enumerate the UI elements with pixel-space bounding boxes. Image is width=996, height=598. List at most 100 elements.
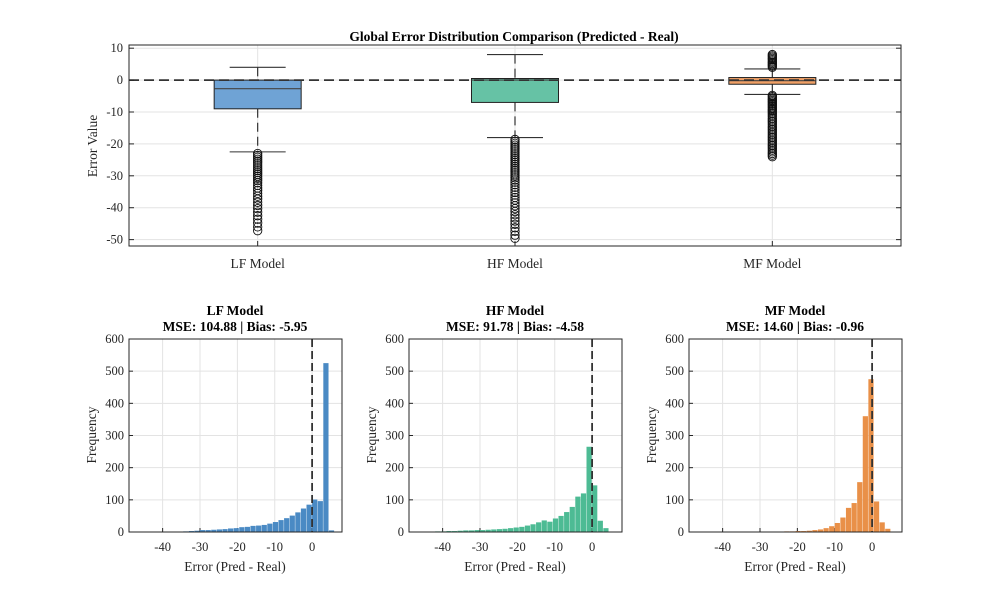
boxplot-outlier-point [510,173,520,183]
hist-lf-bar [200,530,206,532]
hist-lf-bar [205,530,211,532]
boxplot-x-tick-label: LF Model [230,256,285,271]
hist-lf-bar [323,363,329,532]
hist-hf-subtitle: MSE: 91.78 | Bias: -4.58 [446,319,584,334]
hist-mf-bar [829,526,835,532]
hist-hf-bar [575,496,581,532]
hist-lf-bar [278,520,284,532]
boxplot-outlier-point [253,194,263,204]
hist-mf-bar [851,503,857,532]
boxplot-box [471,78,559,103]
hist-lf-bar [295,512,301,532]
hist-hf-axes-frame [408,338,623,533]
hist-lf-bar [306,504,312,532]
hist-mf-bar [857,482,863,532]
hist-mf-bar [806,530,812,532]
boxplot-y-tick-label: -50 [106,233,123,247]
hist-hf-bar [463,530,469,532]
hist-hf-x-tick-label: -40 [434,540,451,554]
boxplot-outlier-point [253,207,263,217]
hist-hf-bar [564,512,570,532]
boxplot-outlier-point [510,177,520,187]
hist-mf-y-tick-label: 300 [665,429,684,443]
hist-lf-bar [233,528,239,532]
hist-mf-y-tick-label: 600 [665,332,684,346]
hist-lf-x-tick-label: 0 [309,540,315,554]
hist-lf-bar [239,527,245,532]
boxplot-outlier-point [510,182,520,192]
boxplot-x-tick-label: MF Model [743,256,801,271]
hist-lf-bar [216,529,223,532]
hist-lf-x-tick-label: -40 [154,540,171,554]
hist-lf-x-label: Error (Pred - Real) [184,559,286,574]
hist-hf-y-tick-label: 400 [385,396,404,410]
boxplot-x-ticks: LF Model HF Model MF Model [230,241,802,271]
hist-hf-bar [468,530,474,532]
histogram-panel-hf: HF Model MSE: 91.78 | Bias: -4.58 Error … [364,303,623,574]
boxplot-y-tick-label: 10 [111,41,124,55]
hist-hf-y-tick-label: 100 [385,493,404,507]
hist-mf-axes-frame [688,338,903,533]
hist-lf-bar [289,515,295,532]
boxplot-y-tick-label: -10 [106,105,123,119]
hist-mf-subtitle: MSE: 14.60 | Bias: -0.96 [726,319,864,334]
hist-lf-y-tick-label: 300 [105,429,124,443]
hist-lf-x-tick-label: -20 [229,540,246,554]
hist-hf-bar [569,506,575,532]
hist-hf-x-tick-label: -30 [472,540,489,554]
boxplot-outlier-point [510,185,520,195]
boxplot-outlier-point [767,152,777,162]
hist-mf-x-tick-label: -40 [714,540,731,554]
hist-hf-y-tick-label: 300 [385,429,404,443]
hist-hf-x-label: Error (Pred - Real) [464,559,566,574]
boxplot-outlier-point [510,204,520,214]
hist-mf-bar [868,379,874,532]
boxplot-y-tick-label: 0 [117,73,123,87]
hist-lf-x-tick-label: -10 [266,540,283,554]
boxplot-y-tick-label: -40 [106,201,123,215]
hist-lf-bar [317,501,323,532]
hist-hf-bar [508,528,514,532]
hist-mf-y-tick-label: 400 [665,396,684,410]
hist-hf-bar [586,446,592,532]
boxplot-panel: Global Error Distribution Comparison (Pr… [85,29,902,271]
boxplot-y-tick-label: -20 [106,137,123,151]
hist-lf-bar [328,530,335,532]
hist-hf-bar [513,527,519,532]
boxplot-outlier-point [253,200,263,211]
hist-hf-bar [457,530,463,532]
hist-mf-bar [845,507,852,532]
hist-lf-y-tick-label: 200 [105,461,124,475]
boxplot-outlier-point [253,175,263,186]
hist-lf-bar [228,528,234,532]
hist-lf-y-label: Frequency [84,406,99,463]
hist-hf-bar [603,528,609,532]
hist-lf-y-tick-label: 0 [118,525,124,539]
boxplot-y-label: Error Value [85,115,100,177]
boxplot-outlier-point [253,191,263,201]
hist-lf-bar [300,508,307,532]
boxplot-outlier-point [253,211,263,221]
boxplot-outlier-point [253,178,263,188]
hist-mf-y-tick-label: 100 [665,493,684,507]
hist-lf-bar [284,518,290,532]
boxplot-title: Global Error Distribution Comparison (Pr… [349,29,678,44]
hist-hf-bar [474,530,480,532]
boxplot-outlier-point [510,180,520,190]
hist-mf-y-label: Frequency [644,406,659,463]
hist-mf-title: MF Model [765,303,826,318]
boxplot-x-tick-label: HF Model [487,256,543,271]
hist-lf-bar [312,499,318,532]
hist-hf-bar [541,520,547,532]
hist-lf-bar [250,525,256,532]
hist-hf-bar [592,485,598,532]
hist-hf-bar [491,529,497,532]
hist-hf-bar [519,526,525,532]
boxplot-outlier-point [510,187,520,198]
boxplot-outlier-point [510,223,520,233]
hist-hf-y-tick-label: 200 [385,461,404,475]
hist-hf-x-tick-label: -20 [509,540,526,554]
hist-mf-bar [885,528,891,532]
hist-hf-bar [496,529,503,532]
hist-lf-y-tick-label: 400 [105,396,124,410]
